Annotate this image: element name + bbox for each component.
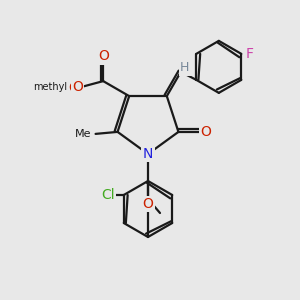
Text: O: O: [142, 197, 153, 211]
Text: O: O: [200, 125, 211, 139]
Text: methyl: methyl: [33, 82, 67, 92]
Text: F: F: [245, 47, 253, 61]
Text: O: O: [98, 49, 109, 63]
Text: O: O: [68, 81, 80, 95]
Text: O: O: [72, 80, 83, 94]
Text: N: N: [143, 147, 153, 161]
Text: Me: Me: [75, 129, 92, 139]
Text: H: H: [180, 61, 190, 74]
Text: Cl: Cl: [101, 188, 115, 202]
